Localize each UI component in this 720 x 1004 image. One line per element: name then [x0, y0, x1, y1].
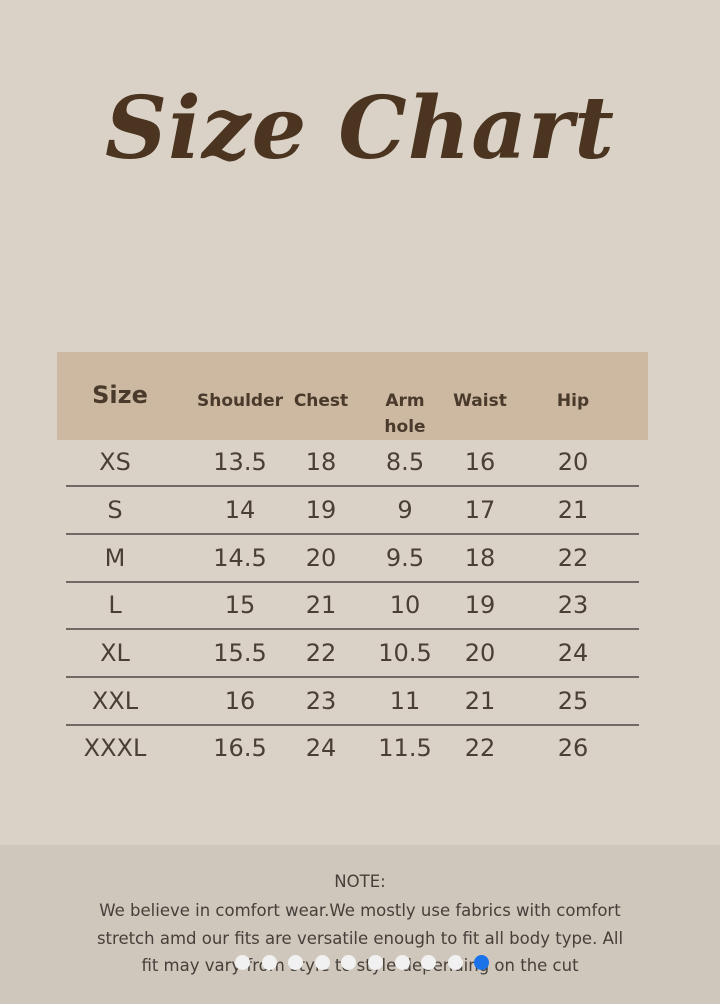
table-cell: 23 [305, 687, 337, 715]
table-cell: 21 [305, 591, 337, 619]
carousel-dot[interactable] [368, 955, 383, 970]
table-row: L 15 21 10 19 23 [0, 583, 720, 629]
carousel-dot[interactable] [394, 955, 410, 970]
column-header: Shoulder [196, 391, 284, 411]
column-header: Arm hole [384, 391, 426, 437]
carousel-dot[interactable] [421, 955, 437, 970]
table-cell: 26 [557, 734, 589, 762]
column-header: Waist [453, 391, 507, 411]
table-row: S 14 19 9 17 21 [0, 488, 720, 534]
table-cell: 18 [305, 448, 337, 476]
table-cell: 24 [557, 639, 589, 667]
table-cell: L [108, 591, 122, 619]
carousel-dot[interactable] [261, 955, 277, 970]
table-cell: XL [100, 639, 130, 667]
table-cell: 15 [224, 591, 256, 619]
table-cell: 24 [305, 734, 337, 762]
note-line: fit may vary from style to style dependi… [141, 956, 579, 975]
table-cell: 8.5 [385, 448, 425, 476]
table-cell: 13.5 [213, 448, 267, 476]
table-cell: 9.5 [385, 544, 425, 572]
table-row: XXL 16 23 11 21 25 [0, 679, 720, 725]
table-cell: 10 [389, 591, 421, 619]
carousel-dot[interactable] [341, 955, 357, 970]
row-divider [66, 485, 639, 487]
table-cell: S [107, 496, 123, 524]
column-header: Hip [556, 391, 590, 411]
table-cell: 11.5 [378, 734, 432, 762]
table-cell: 18 [464, 544, 496, 572]
table-cell: M [104, 544, 126, 572]
table-cell: 25 [557, 687, 589, 715]
column-header: Size [92, 381, 148, 409]
row-divider [66, 628, 639, 630]
table-cell: 20 [557, 448, 589, 476]
note-heading: NOTE: [334, 872, 386, 891]
table-cell: 19 [464, 591, 496, 619]
table-cell: 22 [305, 639, 337, 667]
note-section [0, 845, 720, 1004]
note-line: We believe in comfort wear.We mostly use… [99, 901, 621, 920]
table-row: XL 15.5 22 10.5 20 24 [0, 631, 720, 677]
table-cell: 9 [397, 496, 413, 524]
table-cell: 17 [464, 496, 496, 524]
table-cell: 14.5 [213, 544, 267, 572]
column-header: Chest [293, 391, 349, 411]
table-cell: 16.5 [213, 734, 267, 762]
table-cell: 21 [557, 496, 589, 524]
table-cell: 10.5 [378, 639, 432, 667]
table-cell: XS [99, 448, 131, 476]
table-cell: 14 [224, 496, 256, 524]
carousel-dot[interactable] [288, 955, 304, 970]
table-row: M 14.5 20 9.5 18 22 [0, 536, 720, 582]
table-cell: 16 [224, 687, 256, 715]
table-row: XXXL 16.5 24 11.5 22 26 [0, 726, 720, 772]
table-cell: 20 [464, 639, 496, 667]
row-divider [66, 676, 639, 678]
table-cell: 22 [464, 734, 496, 762]
table-cell: 21 [464, 687, 496, 715]
row-divider [66, 724, 639, 726]
table-cell: XXXL [83, 734, 147, 762]
carousel-dot[interactable] [235, 955, 250, 970]
page-title: Size Chart [104, 78, 615, 179]
carousel-dot[interactable] [447, 955, 463, 970]
carousel-dot[interactable] [314, 955, 330, 970]
table-cell: 16 [464, 448, 496, 476]
carousel-dot[interactable] [474, 955, 490, 970]
table-cell: 11 [389, 687, 421, 715]
row-divider [66, 533, 639, 535]
table-cell: 20 [305, 544, 337, 572]
table-cell: XXL [91, 687, 139, 715]
table-header [57, 352, 648, 440]
table-row: XS 13.5 18 8.5 16 20 [0, 440, 720, 486]
note-line: stretch amd our fits are versatile enoug… [96, 929, 624, 948]
table-cell: 19 [305, 496, 337, 524]
table-cell: 15.5 [213, 639, 267, 667]
row-divider [66, 581, 639, 583]
table-cell: 22 [557, 544, 589, 572]
table-cell: 23 [557, 591, 589, 619]
